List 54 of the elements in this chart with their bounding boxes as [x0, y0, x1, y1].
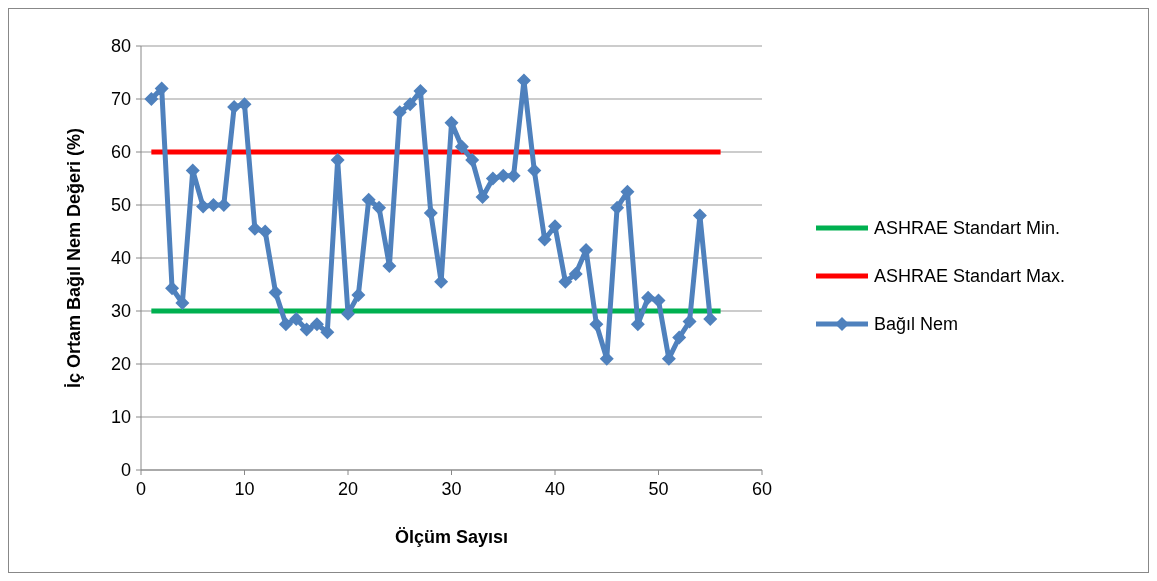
point: [485, 171, 500, 186]
point: [465, 152, 480, 167]
x-tick-label: 10: [234, 479, 255, 499]
x-tick-label: 30: [441, 479, 462, 499]
point: [196, 199, 211, 214]
point: [568, 266, 583, 281]
point: [289, 311, 304, 326]
point: [392, 105, 407, 120]
y-tick-label: 30: [110, 301, 131, 322]
y-tick-label: 20: [110, 354, 131, 375]
point: [610, 200, 625, 215]
point: [589, 317, 604, 332]
y-axis-title: İç Ortam Bağıl Nem Değeri (%): [64, 127, 84, 389]
y-tick-label: 70: [110, 89, 131, 110]
point: [558, 274, 573, 289]
point: [682, 314, 697, 329]
point: [423, 205, 438, 220]
x-tick-label: 40: [544, 479, 566, 499]
point: [372, 200, 387, 215]
y-tick-label: 80: [110, 36, 131, 57]
y-tick-label: 50: [110, 195, 131, 216]
point: [144, 92, 159, 106]
point: [237, 97, 252, 112]
point: [527, 163, 542, 178]
point: [268, 285, 283, 300]
y-tick-label: 60: [110, 142, 131, 163]
point: [672, 330, 687, 345]
x-tick-label: 50: [648, 479, 669, 499]
x-tick-label: 60: [751, 479, 773, 499]
point: [403, 97, 418, 112]
point: [330, 152, 345, 167]
point: [641, 290, 656, 305]
point: [175, 296, 190, 311]
legend-label: ASHRAE Standart Min.: [874, 218, 1061, 239]
point: [247, 221, 262, 236]
point: [278, 317, 293, 332]
point: [506, 168, 521, 183]
y-tick-label: 0: [120, 460, 131, 481]
legend-label: Bağıl Nem: [874, 314, 959, 335]
point: [309, 317, 324, 332]
x-axis-title: Ölçüm Sayısı: [394, 527, 509, 547]
point: [454, 139, 469, 154]
point: [206, 198, 221, 212]
x-tick-label: 20: [337, 479, 359, 499]
x-tick-label: 0: [135, 479, 147, 499]
y-tick-label: 10: [110, 407, 131, 428]
point: [227, 99, 242, 114]
point: [651, 293, 666, 308]
y-tick-label: 40: [110, 248, 131, 269]
legend-label: ASHRAE Standart Max.: [874, 266, 1066, 287]
point: [258, 224, 273, 239]
point: [351, 288, 366, 303]
point: [299, 322, 314, 337]
point: [165, 281, 180, 296]
